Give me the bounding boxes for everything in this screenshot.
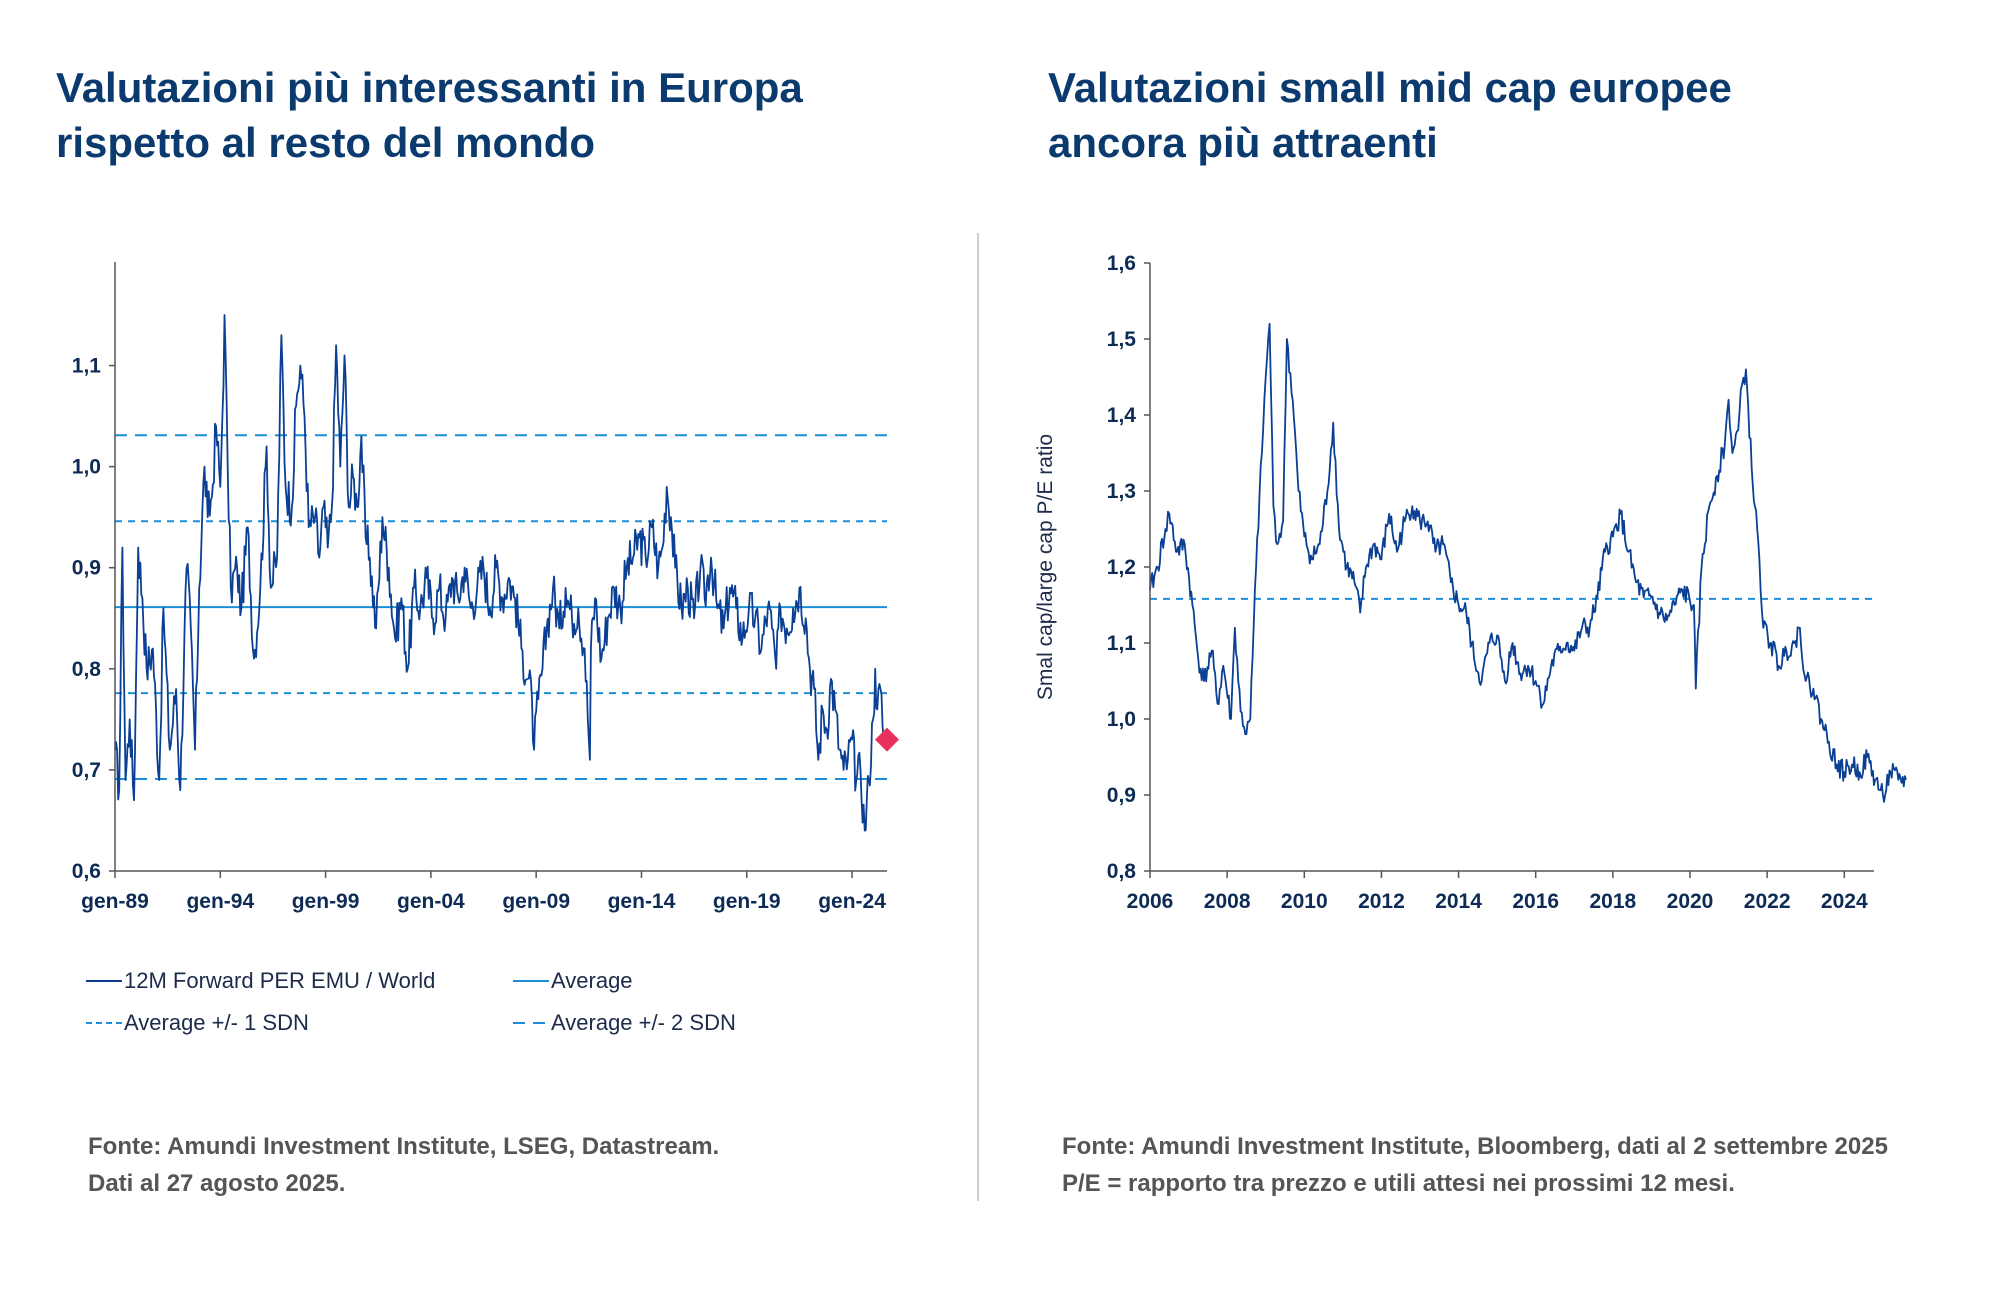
legend-swatch-sd2: [513, 1022, 549, 1024]
legend-label-average: Average: [551, 968, 633, 993]
left-x-tick-label-0: gen-89: [81, 890, 149, 913]
right-x-tick-label-4: 2014: [1435, 890, 1482, 913]
right-x-tick-label-2: 2010: [1281, 890, 1328, 913]
left-source-line-2: Dati al 27 agosto 2025.: [88, 1170, 346, 1197]
right-y-tick-label-2: 1,0: [1107, 708, 1136, 731]
right-x-tick-label-1: 2008: [1204, 890, 1251, 913]
right-y-tick-label-8: 1,6: [1107, 252, 1136, 275]
legend-item-sd1: Average +/- 1 SDN: [86, 1010, 309, 1036]
left-latest-value-marker: [875, 727, 899, 752]
right-x-tick-label-0: 2006: [1127, 890, 1174, 913]
right-chart: 0,8 0,9 1,0 1,1 1,2 1,3 1,4 1,5 1,6 2006 2008 2010 2…: [1034, 252, 1907, 913]
right-title-line-2: ancora più attraenti: [1048, 119, 1438, 166]
right-source-note: Fonte: Amundi Investment Institute, Bloo…: [1062, 1128, 1888, 1202]
legend-item-average: Average: [513, 968, 633, 994]
left-y-tick-label-1: 0,7: [72, 759, 101, 782]
right-source-line-2: P/E = rapporto tra prezzo e utili attesi…: [1062, 1170, 1735, 1197]
panel-divider: [977, 233, 979, 1201]
left-title-line-1: Valutazioni più interessanti in Europa: [56, 64, 803, 111]
left-y-tick-label-0: 0,6: [72, 860, 101, 883]
right-source-line-1: Fonte: Amundi Investment Institute, Bloo…: [1062, 1133, 1888, 1160]
left-y-tick-label-4: 1,0: [72, 456, 101, 479]
legend-swatch-series: [86, 980, 122, 982]
right-y-tick-label-6: 1,4: [1107, 404, 1137, 427]
right-y-tick-label-7: 1,5: [1107, 328, 1137, 351]
left-series-line-0: [114, 314, 885, 832]
left-x-tick-label-2: gen-99: [292, 890, 360, 913]
right-y-tick-label-3: 1,1: [1107, 632, 1137, 655]
left-y-tick-label-5: 1,1: [72, 355, 102, 378]
left-y-tick-label-3: 0,9: [72, 557, 101, 580]
right-x-tick-label-6: 2018: [1589, 890, 1636, 913]
left-x-tick-label-6: gen-19: [713, 890, 781, 913]
right-title-line-1: Valutazioni small mid cap europee: [1048, 64, 1732, 111]
right-series-line-0: [1149, 322, 1907, 803]
left-x-tick-label-4: gen-09: [502, 890, 570, 913]
legend-swatch-average: [513, 980, 549, 982]
legend-swatch-sd1: [86, 1022, 122, 1024]
right-y-tick-label-0: 0,8: [1107, 860, 1137, 883]
right-y-axis-label: Smal cap/large cap P/E ratio: [1034, 434, 1057, 700]
right-y-tick-label-5: 1,3: [1107, 480, 1136, 503]
legend-label-sd2: Average +/- 2 SDN: [551, 1010, 736, 1035]
legend-label-sd1: Average +/- 1 SDN: [124, 1010, 309, 1035]
left-chart: 0,6 0,7 0,8 0,9 1,0 1,1 gen-89 gen-94 gen-99 gen-…: [72, 262, 899, 913]
right-y-tick-label-1: 0,9: [1107, 784, 1136, 807]
right-chart-title: Valutazioni small mid cap europee ancora…: [1048, 60, 1732, 170]
right-y-tick-label-4: 1,2: [1107, 556, 1136, 579]
legend-item-series: 12M Forward PER EMU / World: [86, 968, 435, 994]
left-x-tick-label-5: gen-14: [608, 890, 676, 913]
left-y-tick-label-2: 0,8: [72, 658, 102, 681]
left-x-tick-label-7: gen-24: [818, 890, 886, 913]
left-source-line-1: Fonte: Amundi Investment Institute, LSEG…: [88, 1133, 720, 1160]
left-chart-title: Valutazioni più interessanti in Europa r…: [56, 60, 803, 170]
legend-item-sd2: Average +/- 2 SDN: [513, 1010, 736, 1036]
left-x-tick-label-1: gen-94: [186, 890, 254, 913]
right-x-tick-label-8: 2022: [1744, 890, 1791, 913]
legend-label-series: 12M Forward PER EMU / World: [124, 968, 436, 993]
right-x-tick-label-3: 2012: [1358, 890, 1405, 913]
right-x-tick-label-9: 2024: [1821, 890, 1868, 913]
right-x-tick-label-5: 2016: [1512, 890, 1559, 913]
right-x-tick-label-7: 2020: [1667, 890, 1714, 913]
left-x-tick-label-3: gen-04: [397, 890, 465, 913]
left-title-line-2: rispetto al resto del mondo: [56, 119, 596, 166]
left-source-note: Fonte: Amundi Investment Institute, LSEG…: [88, 1128, 719, 1202]
